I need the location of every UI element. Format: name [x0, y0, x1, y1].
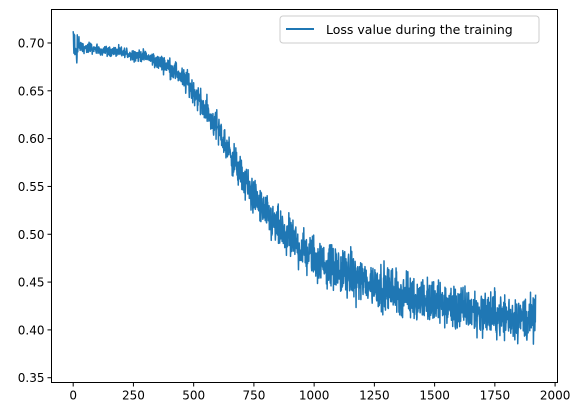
legend: Loss value during the training: [279, 15, 540, 44]
y-tick-label: 0.70: [18, 36, 45, 50]
legend-label: Loss value during the training: [326, 22, 513, 37]
legend-box: [279, 15, 540, 44]
series-layer: [72, 31, 537, 345]
loss-series-line: [72, 31, 537, 345]
x-tick-label: 1750: [480, 389, 511, 403]
x-tick-label: 750: [242, 389, 265, 403]
x-tick-label: 250: [122, 389, 145, 403]
y-tick-label: 0.65: [18, 84, 45, 98]
y-tick-label: 0.55: [18, 180, 45, 194]
plot-frame: [51, 9, 558, 383]
x-axis: 0 250 500 750 1000 1250 1500 1750 2000: [69, 382, 570, 403]
x-tick-label: 0: [69, 389, 77, 403]
y-axis: 0.35 0.40 0.45 0.50 0.55 0.60 0.65 0.70: [18, 36, 52, 385]
y-tick-label: 0.40: [18, 323, 45, 337]
y-tick-label: 0.60: [18, 132, 45, 146]
y-tick-label: 0.50: [18, 228, 45, 242]
y-tick-label: 0.35: [18, 371, 45, 385]
x-tick-label: 1250: [359, 389, 390, 403]
x-tick-label: 1500: [419, 389, 450, 403]
x-tick-label: 2000: [540, 389, 570, 403]
y-tick-label: 0.45: [18, 276, 45, 290]
x-tick-label: 500: [182, 389, 205, 403]
x-tick-label: 1000: [299, 389, 330, 403]
